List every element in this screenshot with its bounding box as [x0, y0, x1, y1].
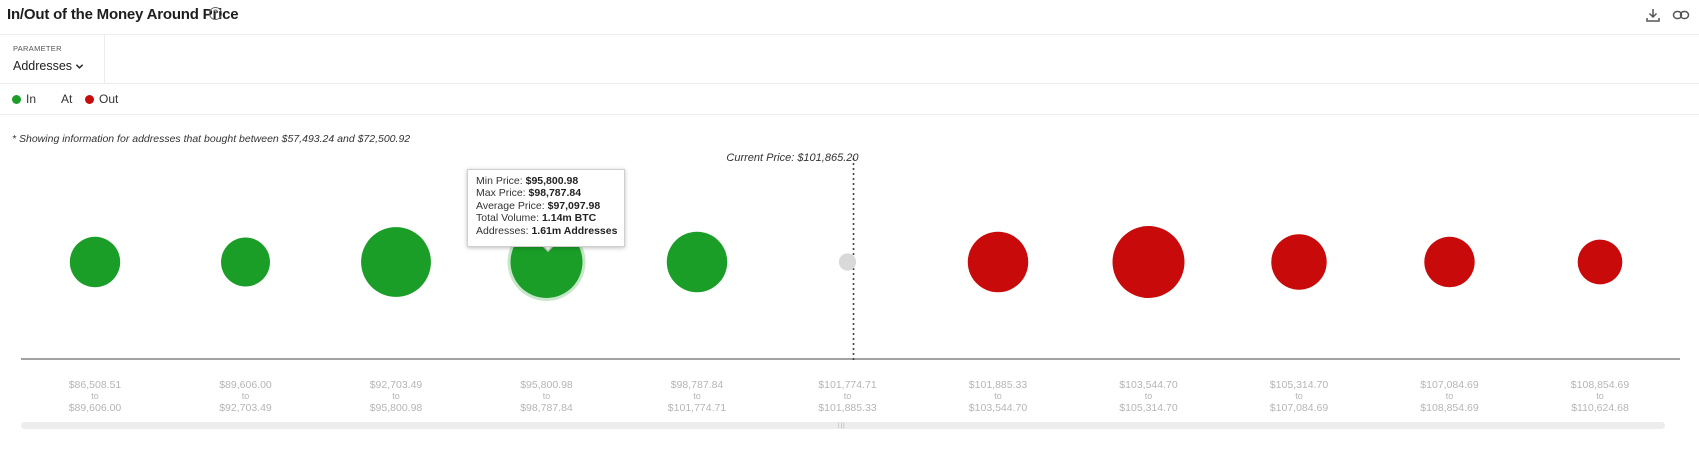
parameter-label: PARAMETER [13, 44, 62, 53]
bucket-from-label: $101,774.71 [818, 379, 877, 391]
legend: In At Out [0, 84, 1699, 115]
legend-swatch-out [85, 94, 94, 104]
bucket-to-label: $89,606.00 [69, 402, 122, 414]
bubble-in[interactable] [361, 227, 431, 297]
legend-label-out: Out [99, 92, 119, 106]
bucket-to-word: to [1295, 391, 1303, 401]
bucket-from-label: $101,885.33 [969, 379, 1028, 391]
bucket-to-label: $108,854.69 [1420, 402, 1479, 414]
bucket-from-label: $108,854.69 [1571, 379, 1630, 391]
bucket-from-label: $98,787.84 [671, 379, 724, 391]
tooltip-row: Addresses: 1.61m Addresses [476, 224, 618, 237]
bucket-to-word: to [844, 391, 852, 401]
bucket-to-label: $95,800.98 [370, 402, 423, 414]
horizontal-scrollbar[interactable] [21, 422, 1665, 429]
bucket-from-label: $95,800.98 [520, 379, 573, 391]
chevron-down-icon [75, 63, 84, 69]
legend-item-in[interactable]: In [12, 92, 36, 106]
bucket-from-label: $92,703.49 [370, 379, 423, 391]
bucket-to-word: to [242, 391, 250, 401]
bucket-to-label: $107,084.69 [1270, 402, 1329, 414]
bucket-from-label: $105,314.70 [1270, 379, 1329, 391]
bubble-in[interactable] [69, 236, 121, 288]
bucket-to-word: to [1596, 391, 1604, 401]
legend-item-out[interactable]: Out [85, 92, 118, 106]
tooltip-row: Total Volume: 1.14m BTC [476, 212, 597, 225]
legend-swatch-in [12, 94, 21, 104]
bucket-to-label: $101,774.71 [668, 402, 727, 414]
bubble-in[interactable] [221, 237, 270, 287]
legend-label-at: At [61, 92, 73, 106]
bubble-in[interactable] [666, 231, 728, 293]
tooltip: Min Price: $95,800.98 Max Price: $98,787… [467, 169, 625, 247]
current-price-label: Current Price: $101,865.20 [726, 152, 859, 164]
scroll-grip-icon[interactable]: ||| [838, 423, 846, 429]
bubble-out[interactable] [1112, 226, 1185, 298]
bucket-from-label: $103,544.70 [1119, 379, 1178, 391]
bucket-to-word: to [1145, 391, 1153, 401]
bucket-to-label: $101,885.33 [818, 402, 877, 414]
help-icon[interactable]: ? [209, 7, 222, 20]
tooltip-row: Average Price: $97,097.98 [476, 199, 601, 212]
info-note: * Showing information for addresses that… [12, 133, 411, 145]
bubble-out[interactable] [1424, 236, 1475, 288]
legend-item-at[interactable]: At [61, 92, 72, 106]
bubble-out[interactable] [1577, 239, 1623, 285]
download-icon[interactable] [1644, 6, 1662, 24]
bucket-to-word: to [693, 391, 701, 401]
bucket-to-label: $103,544.70 [969, 402, 1028, 414]
bucket-to-word: to [91, 391, 99, 401]
bucket-to-label: $105,314.70 [1119, 402, 1178, 414]
bubble-at[interactable] [838, 253, 857, 271]
bubble-out[interactable] [967, 231, 1029, 293]
bucket-from-label: $86,508.51 [69, 379, 122, 391]
bucket-to-word: to [994, 391, 1002, 401]
parameter-value: Addresses [13, 59, 73, 73]
bucket-from-label: $107,084.69 [1420, 379, 1479, 391]
bucket-to-label: $98,787.84 [520, 402, 573, 414]
bucket-to-label: $92,703.49 [219, 402, 272, 414]
tooltip-row: Max Price: $98,787.84 [476, 187, 582, 200]
parameter-dropdown[interactable]: Addresses [13, 59, 84, 73]
tooltip-row: Min Price: $95,800.98 [476, 175, 579, 187]
parameter-panel [0, 35, 105, 83]
page-title: In/Out of the Money Around Price [7, 6, 239, 23]
bubble-chart: Current Price: $101,865.20$86,508.51to$8… [21, 152, 1680, 414]
bucket-from-label: $89,606.00 [219, 379, 272, 391]
bucket-to-label: $110,624.68 [1571, 402, 1629, 414]
legend-label-in: In [26, 92, 37, 106]
bubble-out[interactable] [1271, 234, 1327, 290]
link-icon[interactable] [1672, 6, 1690, 24]
bucket-to-word: to [392, 391, 400, 401]
bucket-to-word: to [1446, 391, 1454, 401]
header-bar: In/Out of the Money Around Price ? [0, 0, 1699, 35]
bucket-to-word: to [543, 391, 551, 401]
